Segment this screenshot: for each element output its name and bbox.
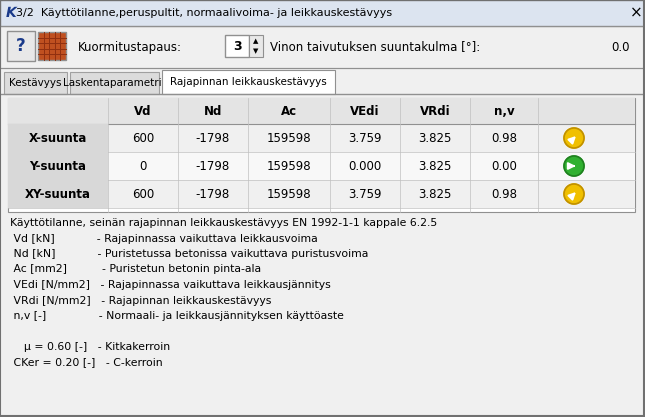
Text: Rajapinnan leikkauskestävyys: Rajapinnan leikkauskestävyys bbox=[170, 77, 327, 87]
Text: 600: 600 bbox=[132, 131, 154, 145]
Text: Nd [kN]            - Puristetussa betonissa vaikuttava puristusvoima: Nd [kN] - Puristetussa betonissa vaikutt… bbox=[10, 249, 368, 259]
Text: 159598: 159598 bbox=[266, 131, 312, 145]
Text: ▲: ▲ bbox=[253, 38, 259, 44]
Text: ▼: ▼ bbox=[253, 48, 259, 54]
Text: -1798: -1798 bbox=[196, 188, 230, 201]
Text: 159598: 159598 bbox=[266, 159, 312, 173]
FancyBboxPatch shape bbox=[8, 180, 108, 208]
Text: Nd: Nd bbox=[204, 105, 222, 118]
Text: Laskentaparametrit: Laskentaparametrit bbox=[63, 78, 166, 88]
Text: μ = 0.60 [-]   - Kitkakerroin: μ = 0.60 [-] - Kitkakerroin bbox=[10, 342, 170, 352]
Text: X-suunta: X-suunta bbox=[29, 131, 87, 145]
Text: Y-suunta: Y-suunta bbox=[30, 159, 86, 173]
Text: 0.0: 0.0 bbox=[611, 40, 630, 53]
Text: VEdi: VEdi bbox=[350, 105, 380, 118]
FancyBboxPatch shape bbox=[0, 0, 645, 26]
FancyBboxPatch shape bbox=[8, 124, 635, 152]
Text: K: K bbox=[6, 6, 17, 20]
Text: Vd [kN]            - Rajapinnassa vaikuttava leikkausvoima: Vd [kN] - Rajapinnassa vaikuttava leikka… bbox=[10, 234, 318, 244]
Text: -1798: -1798 bbox=[196, 131, 230, 145]
FancyBboxPatch shape bbox=[8, 98, 635, 212]
Text: ?: ? bbox=[16, 37, 26, 55]
FancyBboxPatch shape bbox=[70, 72, 159, 94]
Text: Kestävyys: Kestävyys bbox=[9, 78, 62, 88]
FancyBboxPatch shape bbox=[225, 35, 249, 57]
Text: 3.759: 3.759 bbox=[348, 131, 382, 145]
FancyBboxPatch shape bbox=[7, 31, 35, 61]
Text: VEdi [N/mm2]   - Rajapinnassa vaikuttava leikkausjännitys: VEdi [N/mm2] - Rajapinnassa vaikuttava l… bbox=[10, 280, 331, 290]
FancyBboxPatch shape bbox=[162, 70, 335, 94]
Text: 159598: 159598 bbox=[266, 188, 312, 201]
Text: 0: 0 bbox=[139, 159, 146, 173]
Text: Kuormitustapaus:: Kuormitustapaus: bbox=[78, 40, 182, 53]
Text: 3/2  Käyttötilanne,peruspultit, normaalivoima- ja leikkauskestävyys: 3/2 Käyttötilanne,peruspultit, normaaliv… bbox=[16, 8, 392, 18]
Text: Vinon taivutuksen suuntakulma [°]:: Vinon taivutuksen suuntakulma [°]: bbox=[270, 40, 481, 53]
Text: Käyttötilanne, seinän rajapinnan leikkauskestävyys EN 1992-1-1 kappale 6.2.5: Käyttötilanne, seinän rajapinnan leikkau… bbox=[10, 218, 437, 228]
FancyBboxPatch shape bbox=[0, 26, 645, 68]
Text: XY-suunta: XY-suunta bbox=[25, 188, 91, 201]
Circle shape bbox=[564, 184, 584, 204]
Text: 3.759: 3.759 bbox=[348, 188, 382, 201]
FancyBboxPatch shape bbox=[8, 180, 635, 208]
FancyBboxPatch shape bbox=[8, 98, 635, 124]
Text: 3.825: 3.825 bbox=[419, 188, 452, 201]
FancyBboxPatch shape bbox=[38, 32, 66, 60]
Text: 600: 600 bbox=[132, 188, 154, 201]
Text: 3: 3 bbox=[233, 40, 241, 53]
Text: VRdi [N/mm2]   - Rajapinnan leikkauskestävyys: VRdi [N/mm2] - Rajapinnan leikkauskestäv… bbox=[10, 296, 272, 306]
Text: 0.98: 0.98 bbox=[491, 131, 517, 145]
Circle shape bbox=[564, 156, 584, 176]
Text: Ac: Ac bbox=[281, 105, 297, 118]
Text: n,v [-]               - Normaali- ja leikkausjännityksen käyttöaste: n,v [-] - Normaali- ja leikkausjännityks… bbox=[10, 311, 344, 321]
Text: ×: × bbox=[630, 5, 642, 20]
Text: CKer = 0.20 [-]   - C-kerroin: CKer = 0.20 [-] - C-kerroin bbox=[10, 357, 163, 367]
FancyBboxPatch shape bbox=[8, 152, 635, 180]
FancyBboxPatch shape bbox=[8, 124, 108, 152]
Text: Vd: Vd bbox=[134, 105, 152, 118]
Text: 0.00: 0.00 bbox=[491, 159, 517, 173]
Text: n,v: n,v bbox=[493, 105, 514, 118]
Circle shape bbox=[564, 128, 584, 148]
Text: Ac [mm2]          - Puristetun betonin pinta-ala: Ac [mm2] - Puristetun betonin pinta-ala bbox=[10, 264, 261, 274]
Text: 3.825: 3.825 bbox=[419, 131, 452, 145]
FancyBboxPatch shape bbox=[4, 72, 67, 94]
Text: 3.825: 3.825 bbox=[419, 159, 452, 173]
Text: 0.98: 0.98 bbox=[491, 188, 517, 201]
FancyBboxPatch shape bbox=[8, 152, 108, 180]
Text: 0.000: 0.000 bbox=[348, 159, 382, 173]
Text: -1798: -1798 bbox=[196, 159, 230, 173]
Text: VRdi: VRdi bbox=[420, 105, 450, 118]
FancyBboxPatch shape bbox=[249, 35, 263, 57]
